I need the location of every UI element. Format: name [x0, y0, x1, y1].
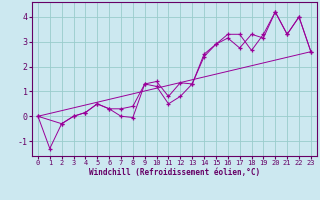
X-axis label: Windchill (Refroidissement éolien,°C): Windchill (Refroidissement éolien,°C)	[89, 168, 260, 177]
